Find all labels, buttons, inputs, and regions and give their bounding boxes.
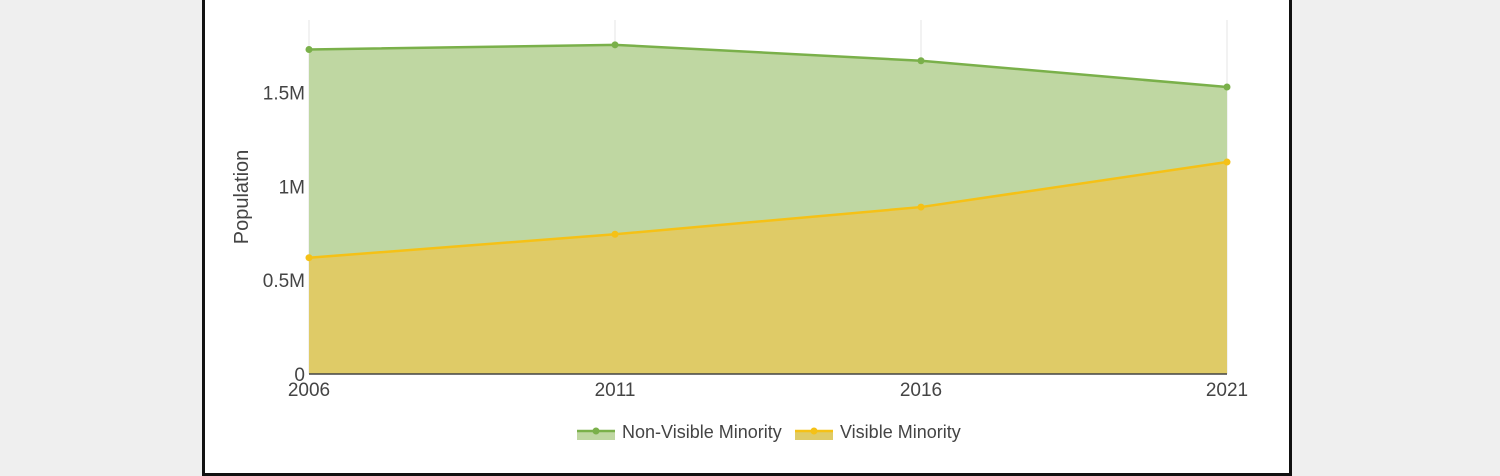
y-tick-label: 0.5M	[263, 271, 305, 292]
point-non-visible-minority-2006[interactable]	[305, 46, 313, 54]
point-layer	[305, 41, 1231, 262]
y-tick-label: 1M	[279, 177, 305, 198]
line-visible-minority	[308, 160, 1228, 259]
legend-marker	[810, 427, 818, 435]
line-layer	[308, 43, 1228, 259]
x-tick-label: 2016	[900, 380, 942, 401]
legend-swatch	[577, 431, 615, 440]
point-visible-minority-2016[interactable]	[917, 203, 925, 211]
point-non-visible-minority-2021[interactable]	[1223, 83, 1231, 91]
y-tick-label: 1.5M	[263, 84, 305, 105]
legend-item-non-visible-minority[interactable]: Non-Visible Minority	[577, 422, 782, 442]
legend-label: Non-Visible Minority	[622, 422, 782, 442]
line-non-visible-minority	[308, 43, 1228, 89]
y-tick-label: 0	[294, 365, 305, 386]
area-visible-minority	[309, 162, 1227, 374]
legend-label: Visible Minority	[840, 422, 961, 442]
point-visible-minority-2006[interactable]	[305, 254, 313, 262]
point-non-visible-minority-2011[interactable]	[611, 41, 619, 49]
legend-item-visible-minority[interactable]: Visible Minority	[795, 422, 961, 442]
point-non-visible-minority-2016[interactable]	[917, 57, 925, 65]
y-axis-title: Population	[231, 150, 253, 245]
area-layer	[309, 44, 1227, 374]
x-axis-ticks: 2006 2011 2016 2021	[288, 380, 1248, 401]
y-axis-ticks: 0 0.5M 1M 1.5M	[263, 84, 305, 386]
legend: Non-Visible Minority Visible Minority	[577, 422, 961, 442]
x-tick-label: 2011	[595, 380, 636, 401]
x-tick-label: 2021	[1206, 380, 1248, 401]
x-tick-label: 2006	[288, 380, 330, 401]
legend-marker	[592, 427, 600, 435]
point-visible-minority-2011[interactable]	[611, 230, 619, 238]
point-visible-minority-2021[interactable]	[1223, 158, 1231, 166]
legend-swatch	[795, 431, 833, 440]
area-non-visible-minority	[309, 44, 1227, 258]
